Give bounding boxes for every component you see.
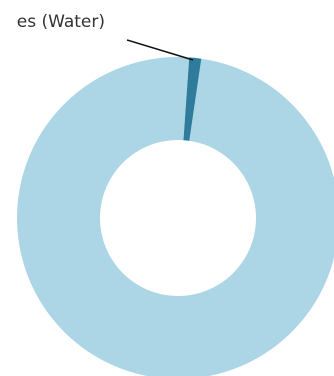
donut-slice [183,57,202,141]
leader-line [126,39,194,61]
slice-label: es (Water) [17,12,105,32]
donut-slice [17,57,334,376]
